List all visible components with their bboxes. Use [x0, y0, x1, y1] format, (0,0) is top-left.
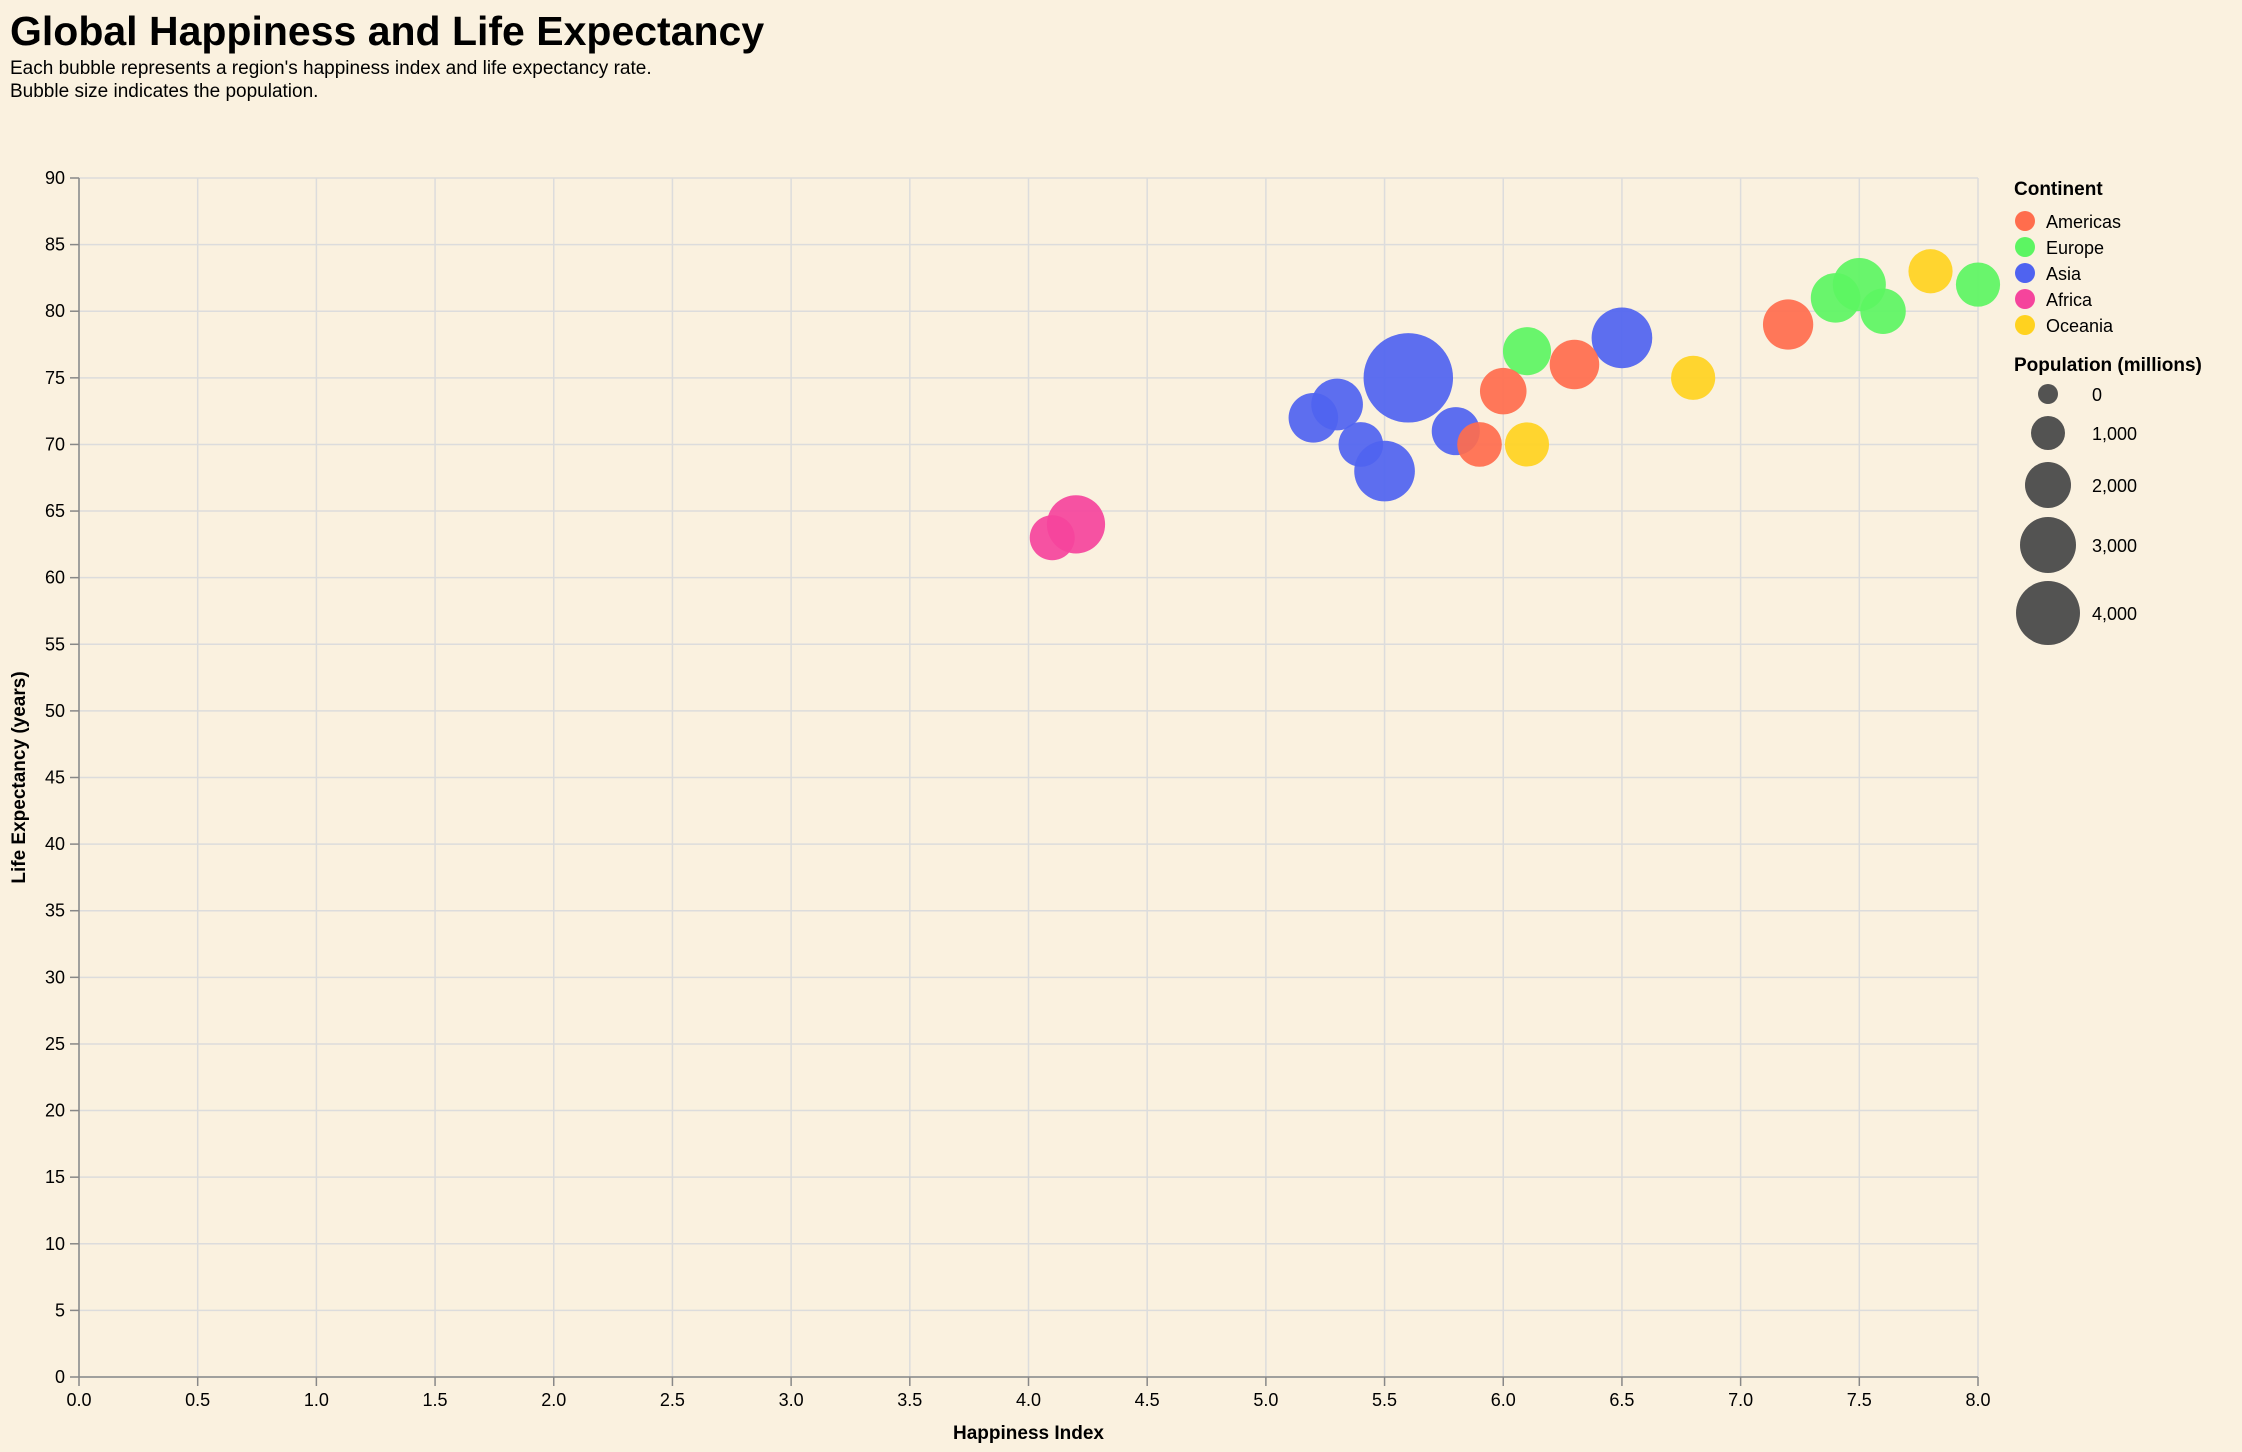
size-legend-swatch — [2025, 462, 2071, 508]
y-tick-label: 15 — [45, 1167, 65, 1187]
size-legend-label: 3,000 — [2092, 536, 2137, 556]
y-tick-label: 20 — [45, 1101, 65, 1121]
bubble-asia[interactable] — [1591, 307, 1653, 369]
size-legend-swatch — [2020, 517, 2076, 573]
y-tick-label: 60 — [45, 568, 65, 588]
bubble-asia[interactable] — [1338, 422, 1384, 467]
x-tick-label: 5.0 — [1253, 1390, 1278, 1410]
legend-label-africa: Africa — [2046, 290, 2093, 310]
y-tick-label: 90 — [45, 168, 65, 188]
size-legend-swatch — [2038, 384, 2058, 404]
y-tick-label: 45 — [45, 768, 65, 788]
bubble-americas[interactable] — [1762, 299, 1814, 350]
legend-swatch-asia — [2015, 263, 2035, 283]
axes: 0.0 0.5 1.0 1.5 2.0 2.5 3.0 3.5 4.0 4.5 5.0 5.5 6.0 6… — [45, 168, 1991, 1410]
x-tick-label: 4.5 — [1135, 1390, 1160, 1410]
y-tick-label: 35 — [45, 901, 65, 921]
bubble-africa[interactable] — [1029, 515, 1075, 561]
y-axis-label: Life Expectancy (years) — [9, 671, 30, 883]
y-tick-label: 70 — [45, 434, 65, 454]
x-tick-label: 3.5 — [897, 1390, 922, 1410]
x-tick-label: 2.0 — [541, 1390, 566, 1410]
x-tick-label: 0.5 — [185, 1390, 210, 1410]
y-tick-label: 75 — [45, 368, 65, 388]
x-tick-label: 6.0 — [1491, 1390, 1516, 1410]
bubble-oceania[interactable] — [1908, 249, 1953, 294]
x-axis-label: Happiness Index — [953, 1423, 1104, 1444]
legend-label-europe: Europe — [2046, 238, 2104, 258]
bubble-asia[interactable] — [1288, 393, 1339, 443]
y-tick-label: 85 — [45, 235, 65, 255]
grid — [78, 177, 1979, 1378]
y-tick-label: 5 — [55, 1300, 65, 1320]
bubble-europe[interactable] — [1955, 262, 2001, 307]
x-tick-label: 4.0 — [1016, 1390, 1041, 1410]
size-legend-label: 0 — [2092, 385, 2102, 405]
y-tick-label: 55 — [45, 634, 65, 654]
bubble-asia[interactable] — [1363, 333, 1454, 423]
bubble-europe[interactable] — [1810, 273, 1861, 323]
color-legend-title: Continent — [2014, 179, 2103, 200]
chart-title: Global Happiness and Life Expectancy — [10, 8, 765, 54]
bubble-oceania[interactable] — [1671, 355, 1716, 400]
y-tick-label: 80 — [45, 301, 65, 321]
legend: Continent Americas Europe Asia Africa Oceania… — [2014, 179, 2202, 645]
x-tick-label: 2.5 — [660, 1390, 685, 1410]
y-tick-label: 0 — [55, 1367, 65, 1387]
x-tick-label: 0.0 — [66, 1390, 91, 1410]
size-legend-label: 4,000 — [2092, 604, 2137, 624]
bubble-americas[interactable] — [1479, 367, 1527, 415]
x-tick-label: 1.5 — [423, 1390, 448, 1410]
x-tick-label: 7.5 — [1847, 1390, 1872, 1410]
bubble-europe[interactable] — [1502, 327, 1552, 376]
y-tick-label: 10 — [45, 1234, 65, 1254]
y-tick-label: 25 — [45, 1034, 65, 1054]
x-tick-label: 5.5 — [1372, 1390, 1397, 1410]
subtitle-line-2: Bubble size indicates the population. — [10, 81, 319, 102]
y-tick-label: 65 — [45, 501, 65, 521]
y-tick-label: 30 — [45, 967, 65, 987]
x-tick-label: 6.5 — [1609, 1390, 1634, 1410]
data-points — [1029, 249, 2001, 561]
x-tick-label: 3.0 — [779, 1390, 804, 1410]
x-tick-label: 7.0 — [1728, 1390, 1753, 1410]
legend-label-asia: Asia — [2046, 264, 2082, 284]
legend-swatch-americas — [2015, 211, 2035, 231]
y-tick-label: 40 — [45, 834, 65, 854]
legend-swatch-oceania — [2015, 315, 2035, 335]
chart-subtitle: Each bubble represents a region's happin… — [10, 57, 652, 103]
x-tick-label: 1.0 — [304, 1390, 329, 1410]
bubble-americas[interactable] — [1457, 422, 1502, 467]
bubble-americas[interactable] — [1549, 339, 1600, 390]
y-tick-label: 50 — [45, 701, 65, 721]
size-legend-swatch — [2016, 581, 2080, 645]
bubble-europe[interactable] — [1860, 288, 1906, 334]
legend-label-americas: Americas — [2046, 212, 2121, 232]
size-legend-label: 2,000 — [2092, 476, 2137, 496]
bubble-oceania[interactable] — [1504, 422, 1550, 467]
x-tick-label: 8.0 — [1965, 1390, 1990, 1410]
legend-swatch-europe — [2015, 237, 2035, 257]
subtitle-line-1: Each bubble represents a region's happin… — [10, 58, 652, 79]
size-legend-swatch — [2031, 416, 2065, 450]
legend-label-oceania: Oceania — [2046, 316, 2114, 336]
size-legend-label: 1,000 — [2092, 424, 2137, 444]
legend-swatch-africa — [2015, 289, 2035, 309]
size-legend-title: Population (millions) — [2014, 355, 2202, 376]
